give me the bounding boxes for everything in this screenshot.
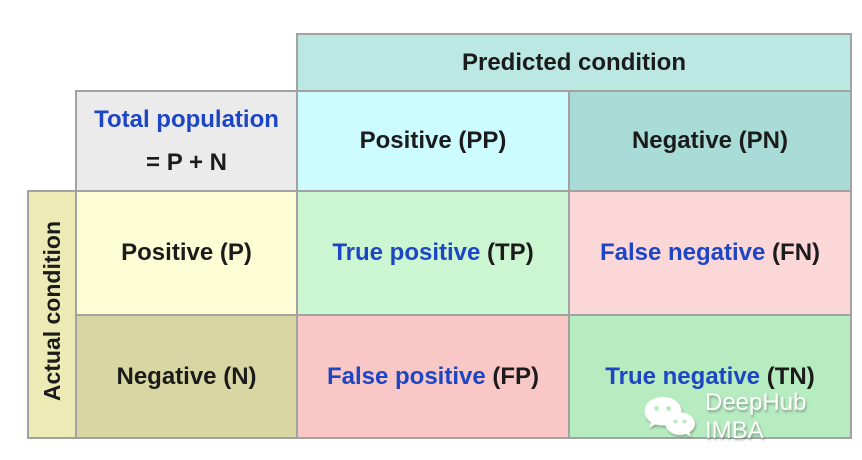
actual-positive-header: Positive (P) bbox=[75, 190, 298, 316]
predicted-positive-header: Positive (PP) bbox=[296, 90, 570, 192]
actual-condition-label: Actual condition bbox=[38, 220, 65, 402]
true-negative-link[interactable]: True negative bbox=[605, 362, 761, 390]
false-positive-link[interactable]: False positive bbox=[326, 362, 486, 390]
false-negative-abbr: (FN) bbox=[772, 239, 821, 266]
actual-condition-header: Actual condition bbox=[27, 190, 77, 439]
true-positive-cell: True positive (TP) bbox=[296, 190, 570, 316]
total-population-link[interactable]: Total population bbox=[94, 105, 279, 133]
true-positive-abbr: (TP) bbox=[487, 239, 534, 266]
total-population-cell: Total population = P + N bbox=[75, 90, 298, 192]
false-positive-abbr: (FP) bbox=[492, 362, 540, 390]
actual-negative-header: Negative (N) bbox=[75, 314, 298, 439]
total-population-formula: = P + N bbox=[146, 149, 227, 176]
confusion-matrix-table: Predicted condition Total population = P… bbox=[27, 33, 852, 439]
predicted-negative-header: Negative (PN) bbox=[568, 90, 852, 192]
false-positive-cell: False positive (FP) bbox=[296, 314, 570, 439]
false-negative-cell: False negative (FN) bbox=[568, 190, 852, 316]
true-negative-abbr: (TN) bbox=[766, 362, 815, 390]
false-negative-link[interactable]: False negative bbox=[599, 239, 766, 266]
empty-corner-cell bbox=[28, 34, 297, 91]
predicted-condition-header: Predicted condition bbox=[296, 33, 852, 92]
empty-cell bbox=[28, 91, 76, 191]
true-positive-link[interactable]: True positive bbox=[332, 239, 481, 266]
true-negative-cell: True negative (TN) bbox=[568, 314, 852, 439]
